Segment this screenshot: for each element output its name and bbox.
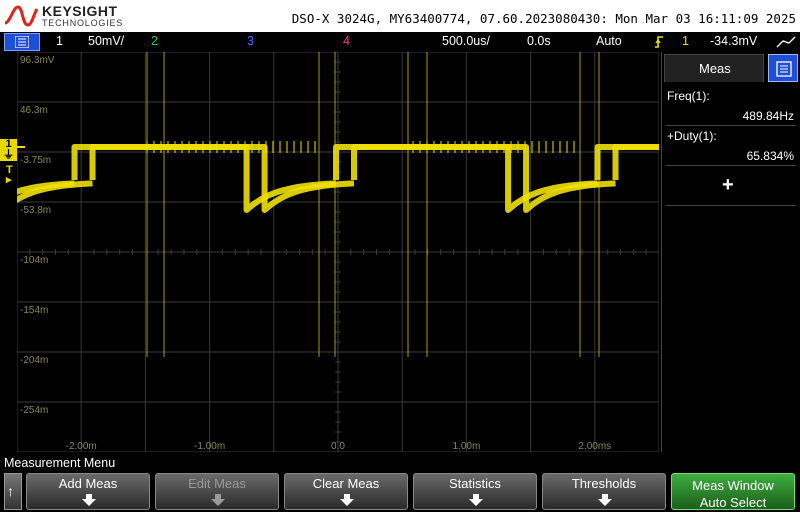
thresholds-button[interactable]: Thresholds bbox=[542, 473, 666, 510]
main-menu-button[interactable] bbox=[4, 33, 40, 51]
probe-icon[interactable] bbox=[776, 35, 796, 49]
menu-icon bbox=[15, 36, 29, 48]
edit-meas-button[interactable]: Edit Meas bbox=[155, 473, 279, 510]
trigger-source[interactable]: 1 bbox=[682, 34, 689, 48]
meas-window-label: Meas Window bbox=[692, 478, 774, 493]
ch2-number[interactable]: 2 bbox=[151, 34, 158, 48]
x-tick-label: 0.0 bbox=[331, 441, 345, 452]
y-tick-label: -53.8m bbox=[20, 205, 51, 216]
y-tick-label: -104m bbox=[20, 255, 48, 266]
measurement-panel: Meas Freq(1): 489.84Hz +Duty(1): 65.834%… bbox=[661, 52, 800, 452]
y-tick-label: -204m bbox=[20, 355, 48, 366]
add-meas-label: Add Meas bbox=[58, 476, 118, 491]
keysight-wave-icon bbox=[4, 5, 38, 27]
ch1-waveform bbox=[17, 144, 659, 213]
time-delay[interactable]: 0.0s bbox=[527, 34, 551, 48]
meas-divider bbox=[666, 125, 796, 126]
waveform-display[interactable]: 96.3mV 46.3m -3.75m -53.8m -104m -154m -204m -2… bbox=[17, 52, 659, 452]
edit-meas-label: Edit Meas bbox=[188, 476, 246, 491]
channel-bar: 1 50mV/ 2 3 4 500.0us/ 0.0s Auto 1 -34.3… bbox=[0, 32, 800, 52]
timebase[interactable]: 500.0us/ bbox=[442, 34, 490, 48]
down-arrow-icon bbox=[340, 494, 354, 506]
down-arrow-icon bbox=[211, 494, 225, 506]
y-tick-label: 96.3mV bbox=[20, 55, 55, 66]
down-arrow-icon bbox=[598, 494, 612, 506]
instrument-info: DSO-X 3024G, MY63400774, 07.60.202308043… bbox=[291, 11, 796, 26]
up-arrow-icon: ↑ bbox=[7, 483, 14, 499]
meas-divider bbox=[666, 205, 796, 206]
ch3-number[interactable]: 3 bbox=[247, 34, 254, 48]
add-meas-button[interactable]: Add Meas bbox=[26, 473, 150, 510]
menu-title: Measurement Menu bbox=[4, 456, 116, 470]
clear-meas-button[interactable]: Clear Meas bbox=[284, 473, 408, 510]
graticule: 96.3mV 46.3m -3.75m -53.8m -104m -154m -204m -2… bbox=[17, 52, 659, 452]
meas-select-button[interactable] bbox=[768, 54, 798, 82]
y-tick-label: 46.3m bbox=[20, 105, 48, 116]
y-tick-label: -154m bbox=[20, 305, 48, 316]
x-tick-label: 1.00m bbox=[453, 441, 481, 452]
trigger-level-marker[interactable]: T ▸ bbox=[6, 164, 13, 186]
statistics-button[interactable]: Statistics bbox=[413, 473, 537, 510]
meas-window-button[interactable]: Meas Window Auto Select bbox=[671, 473, 795, 510]
y-tick-label: -3.75m bbox=[20, 155, 51, 166]
x-tick-label: 2.00ms bbox=[578, 441, 611, 452]
meas-value-duty: 65.834% bbox=[746, 149, 794, 163]
clear-meas-label: Clear Meas bbox=[312, 476, 380, 491]
ch1-scale[interactable]: 50mV/ bbox=[88, 34, 125, 48]
meas-tab-label: Meas bbox=[699, 61, 731, 76]
thresholds-label: Thresholds bbox=[571, 476, 637, 491]
meas-divider bbox=[666, 165, 796, 166]
meas-label-freq: Freq(1): bbox=[667, 89, 710, 103]
ch1-number[interactable]: 1 bbox=[56, 34, 63, 48]
meas-window-mode: Auto Select bbox=[699, 495, 767, 510]
x-tick-label: -2.00m bbox=[66, 441, 97, 452]
y-tick-label: -254m bbox=[20, 405, 48, 416]
meas-tab[interactable]: Meas bbox=[664, 54, 764, 82]
down-arrow-icon bbox=[82, 494, 96, 506]
ch1-waveform bbox=[17, 144, 659, 213]
meas-value-freq: 489.84Hz bbox=[742, 109, 794, 123]
statistics-label: Statistics bbox=[448, 476, 501, 491]
brand-subtitle: TECHNOLOGIES bbox=[42, 18, 124, 28]
trigger-mode[interactable]: Auto bbox=[596, 34, 622, 48]
add-measurement-icon[interactable]: + bbox=[722, 174, 734, 196]
ch4-number[interactable]: 4 bbox=[343, 34, 350, 48]
keysight-logo: KEYSIGHT TECHNOLOGIES bbox=[4, 2, 134, 30]
softkey-bar: Measurement Menu ↑ Add Meas Edit Meas Cl… bbox=[0, 452, 800, 512]
rising-edge-icon bbox=[655, 36, 663, 48]
ch1-ground-marker[interactable]: 1 ⏚ bbox=[0, 139, 17, 161]
meas-label-duty: +Duty(1): bbox=[667, 129, 717, 143]
back-button[interactable]: ↑ bbox=[4, 473, 22, 510]
trigger-level[interactable]: -34.3mV bbox=[710, 34, 758, 48]
meas-select-icon bbox=[776, 61, 792, 77]
header-bar: KEYSIGHT TECHNOLOGIES DSO-X 3024G, MY634… bbox=[0, 0, 800, 32]
x-tick-label: -1.00m bbox=[194, 441, 225, 452]
brand-name: KEYSIGHT bbox=[42, 3, 118, 19]
down-arrow-icon bbox=[469, 494, 483, 506]
